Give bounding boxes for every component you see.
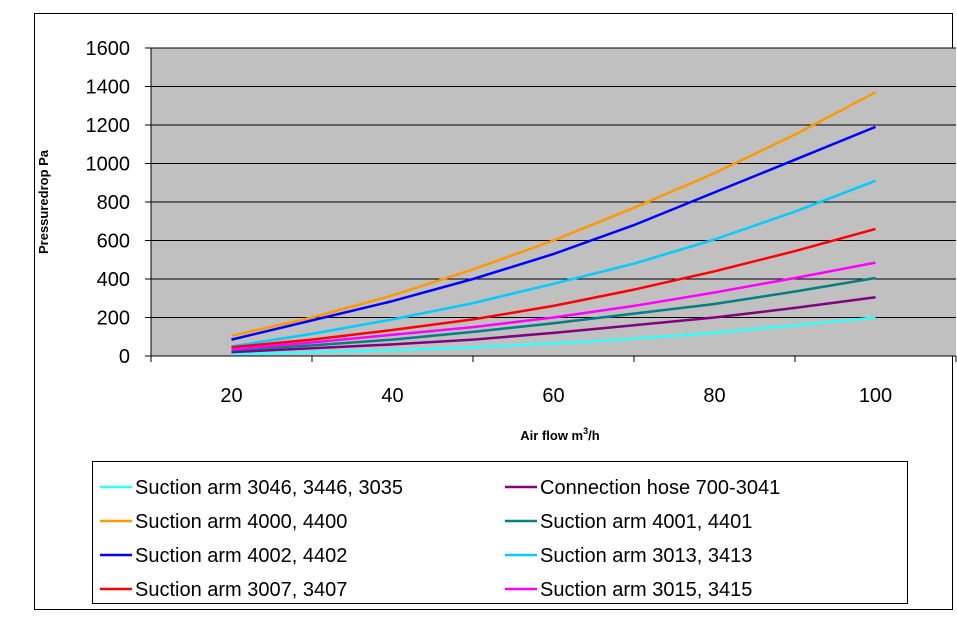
legend: Suction arm 3046, 3446, 3035 Connection h… xyxy=(100,477,780,601)
series-line xyxy=(231,296,876,354)
y-tick-label: 800 xyxy=(97,192,130,214)
legend-box xyxy=(92,461,908,604)
legend-label: Suction arm 3046, 3446, 3035 xyxy=(135,477,403,499)
y-tick-label: 1000 xyxy=(86,154,131,176)
y-tick-label: 1400 xyxy=(86,77,131,99)
series-line xyxy=(231,125,876,341)
legend-label: Suction arm 3013, 3413 xyxy=(540,545,752,567)
y-tick-label: 600 xyxy=(97,231,130,253)
legend-label: Suction arm 3015, 3415 xyxy=(540,579,752,601)
series-line xyxy=(231,261,876,351)
x-tick-label: 100 xyxy=(859,385,892,407)
x-axis-title-main: Air flow m xyxy=(520,428,583,443)
x-tick-label: 40 xyxy=(381,385,403,407)
legend-label: Suction arm 3007, 3407 xyxy=(135,579,347,601)
x-axis-title-tail: /h xyxy=(588,428,600,443)
series-line xyxy=(231,227,876,349)
y-tick-label: 1600 xyxy=(86,38,131,60)
axes xyxy=(150,48,957,362)
legend-label: Suction arm 4001, 4401 xyxy=(540,511,752,533)
legend-label: Suction arm 4002, 4402 xyxy=(135,545,347,567)
x-tick-label: 80 xyxy=(703,385,725,407)
y-tick-label: 0 xyxy=(119,346,130,368)
legend-label: Suction arm 4000, 4400 xyxy=(135,511,347,533)
x-axis-title: Air flow m3/h xyxy=(520,426,599,443)
x-tick-labels: 20 40 60 80 100 xyxy=(220,385,892,407)
x-tick-label: 20 xyxy=(220,385,242,407)
y-axis-title: Pressuredrop Pa xyxy=(36,149,51,254)
y-tick-label: 1200 xyxy=(86,115,131,137)
series-line xyxy=(231,316,876,356)
y-tick-labels: 0 200 400 600 800 1000 1200 1400 1600 xyxy=(86,38,131,368)
series-lines xyxy=(231,91,877,356)
y-tick-label: 400 xyxy=(97,269,130,291)
series-line xyxy=(231,276,876,352)
series-line xyxy=(231,91,877,338)
series-line xyxy=(231,179,876,348)
y-tick-label: 200 xyxy=(97,308,130,330)
x-axis-title-superscript: 3 xyxy=(583,426,588,436)
x-tick-label: 60 xyxy=(542,385,564,407)
legend-label: Connection hose 700-3041 xyxy=(540,477,780,499)
